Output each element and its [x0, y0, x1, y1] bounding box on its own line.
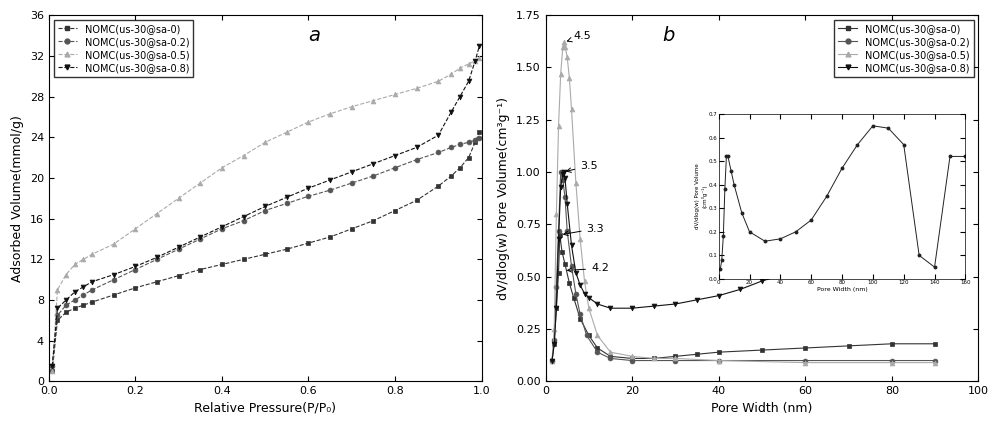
X-axis label: Pore Width (nm): Pore Width (nm) — [711, 402, 813, 415]
Text: 4.2: 4.2 — [568, 263, 609, 273]
Text: 4.5: 4.5 — [567, 31, 591, 42]
X-axis label: Relative Pressure(P/P₀): Relative Pressure(P/P₀) — [194, 402, 336, 415]
Text: a: a — [308, 26, 320, 45]
Text: b: b — [662, 26, 675, 45]
Legend: NOMC(us-30@sa-0), NOMC(us-30@sa-0.2), NOMC(us-30@sa-0.5), NOMC(us-30@sa-0.8): NOMC(us-30@sa-0), NOMC(us-30@sa-0.2), NO… — [834, 20, 974, 77]
Legend: NOMC(us-30@sa-0), NOMC(us-30@sa-0.2), NOMC(us-30@sa-0.5), NOMC(us-30@sa-0.8): NOMC(us-30@sa-0), NOMC(us-30@sa-0.2), NO… — [54, 20, 193, 77]
Text: 3.3: 3.3 — [564, 224, 604, 236]
Y-axis label: Adsorbed Volume(mmol/g): Adsorbed Volume(mmol/g) — [11, 115, 24, 282]
Text: 3.5: 3.5 — [567, 161, 598, 173]
Y-axis label: dV/dlog(w) Pore Volume(cm³g⁻¹): dV/dlog(w) Pore Volume(cm³g⁻¹) — [497, 97, 510, 300]
